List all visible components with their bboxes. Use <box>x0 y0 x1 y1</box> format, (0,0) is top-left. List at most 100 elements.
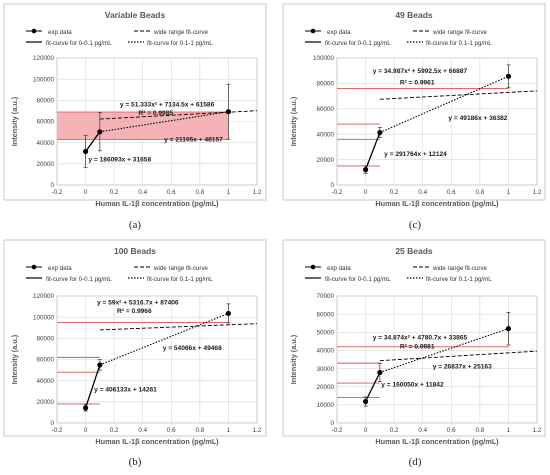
data-point <box>97 362 103 368</box>
legend-label: wide range fit-curve <box>432 29 488 36</box>
wide-range-fit-curve <box>379 90 538 100</box>
x-tick-label: 1 <box>507 189 511 196</box>
panel-frame <box>282 3 546 201</box>
legend-label: exp data <box>48 265 72 272</box>
x-tick-label: 0.2 <box>390 189 399 196</box>
legend-label: fit-curve for 0-0.1 pg/mL <box>46 276 112 283</box>
y-tick-label: 80000 <box>316 81 334 88</box>
data-point <box>377 129 383 136</box>
fit-line-high <box>379 75 509 134</box>
x-tick-label: 0.8 <box>195 427 204 434</box>
wide-range-fit-curve <box>99 323 258 331</box>
x-tick-label: 1 <box>227 189 231 196</box>
y-tick-label: 0 <box>330 420 334 427</box>
y-tick-label: 10000 <box>316 402 334 409</box>
x-tick-label: 0.4 <box>138 189 147 196</box>
y-tick-label: 20000 <box>316 157 334 164</box>
y-tick-label: 0 <box>50 182 54 189</box>
equation-label: y = 160050x + 11842 <box>381 382 444 389</box>
equation-label: y = 54066x + 49468 <box>163 345 222 352</box>
legend-label: exp data <box>327 29 351 36</box>
legend-label: fit-curve for 0.1-1 pg/mL <box>147 276 213 283</box>
y-tick-label: 0 <box>330 182 334 189</box>
equation-label: R² = 0.9985 <box>138 110 173 117</box>
x-tick-label: 1 <box>227 427 231 434</box>
x-tick-label: 0.6 <box>167 189 176 196</box>
fit-line-low <box>364 132 381 170</box>
x-tick-label: 0.6 <box>447 189 456 196</box>
equation-label: y = 406133x + 14261 <box>94 386 157 393</box>
panel-caption: (c) <box>409 219 422 231</box>
y-axis-title: Intensity (a.u.) <box>289 96 298 146</box>
equation-label: R² = 0.9966 <box>117 308 152 315</box>
fit-line-low <box>84 364 101 409</box>
x-tick-label: 0 <box>364 427 368 434</box>
x-tick-label: 1.2 <box>533 427 542 434</box>
chart-panel: 25 Beads exp data wide range fit-curve fit-… <box>282 239 546 468</box>
x-axis-title: Human IL-1β concentration (pg/mL) <box>375 199 499 208</box>
legend-label: fit-curve for 0-0.1 pg/mL <box>325 276 391 283</box>
wide-range-fit-curve <box>379 350 538 362</box>
equation-label: y = 51.333x² + 7134.5x + 61586 <box>120 102 215 109</box>
x-axis-title: Human IL-1β concentration (pg/mL) <box>375 437 499 446</box>
data-point <box>97 129 103 135</box>
fit-line-high <box>99 111 229 133</box>
chart-title: 49 Beads <box>395 10 433 20</box>
y-axis-title: Intensity (a.u.) <box>10 96 19 146</box>
equation-label: y = 59x² + 5316.7x + 87406 <box>97 299 179 306</box>
y-tick-label: 60000 <box>36 119 54 126</box>
y-tick-label: 40000 <box>36 378 54 385</box>
y-tick-label: 100000 <box>313 55 335 62</box>
legend-marker-exp <box>31 28 37 34</box>
y-tick-label: 60000 <box>316 311 334 318</box>
legend-label: wide range fit-curve <box>153 29 209 36</box>
wide-range-fit-curve <box>99 110 258 120</box>
equation-label: y = 291764x + 12124 <box>384 151 447 158</box>
y-axis-title: Intensity (a.u.) <box>10 334 19 384</box>
x-tick-label: -0.2 <box>332 427 343 434</box>
data-point <box>505 73 512 79</box>
y-tick-label: 40000 <box>316 348 334 355</box>
panel-caption: (b) <box>129 456 142 468</box>
x-tick-label: -0.2 <box>52 427 63 434</box>
chart-panel: 49 Beads exp data wide range fit-curve fit-… <box>282 3 546 231</box>
chart-panel: 100 Beads exp data wide range fit-curve fit… <box>3 239 267 468</box>
data-point <box>505 326 512 332</box>
y-tick-label: 60000 <box>316 106 334 113</box>
data-point <box>225 109 232 115</box>
y-tick-label: 30000 <box>316 366 334 373</box>
equation-label: R² = 0.9961 <box>400 80 435 87</box>
x-tick-label: 0.4 <box>418 189 427 196</box>
legend-label: fit-curve for 0-0.1 pg/mL <box>46 40 112 47</box>
chart-panel: Variable Beads exp data wide range fit-cur… <box>3 3 267 231</box>
panel-caption: (a) <box>129 219 142 231</box>
x-tick-label: 0 <box>84 427 88 434</box>
legend-label: fit-curve for 0-0.1 pg/mL <box>325 40 391 47</box>
equation-label: y = 186093x + 31658 <box>88 157 151 164</box>
y-tick-label: 100000 <box>33 314 55 321</box>
chart-title: Variable Beads <box>105 10 166 20</box>
fit-line-low <box>85 131 101 152</box>
legend-marker-exp <box>31 264 37 270</box>
panel-frame <box>3 239 267 437</box>
panel-frame <box>3 3 267 201</box>
y-tick-label: 80000 <box>36 336 54 343</box>
legend-label: fit-curve for 0.1-1 pg/mL <box>147 40 213 47</box>
equation-label: y = 21105x + 48157 <box>164 137 223 144</box>
y-tick-label: 20000 <box>36 399 54 406</box>
x-tick-label: 0.4 <box>418 427 427 434</box>
equation-label: y = 26837x + 25163 <box>433 364 492 371</box>
data-point <box>225 310 232 317</box>
y-tick-label: 120000 <box>33 55 55 62</box>
equation-label: R² = 0.9981 <box>400 344 435 351</box>
y-tick-label: 40000 <box>36 140 54 147</box>
equation-label: y = 34.874x² + 4780.7x + 33865 <box>373 335 468 342</box>
y-tick-label: 50000 <box>316 329 334 336</box>
legend-label: fit-curve for 0.1-1 pg/mL <box>426 40 492 47</box>
fit-line-high <box>99 312 229 366</box>
y-tick-label: 0 <box>50 420 54 427</box>
chart-title: 25 Beads <box>395 246 433 256</box>
x-axis-title: Human IL-1β concentration (pg/mL) <box>95 437 219 446</box>
y-tick-label: 70000 <box>316 293 334 300</box>
